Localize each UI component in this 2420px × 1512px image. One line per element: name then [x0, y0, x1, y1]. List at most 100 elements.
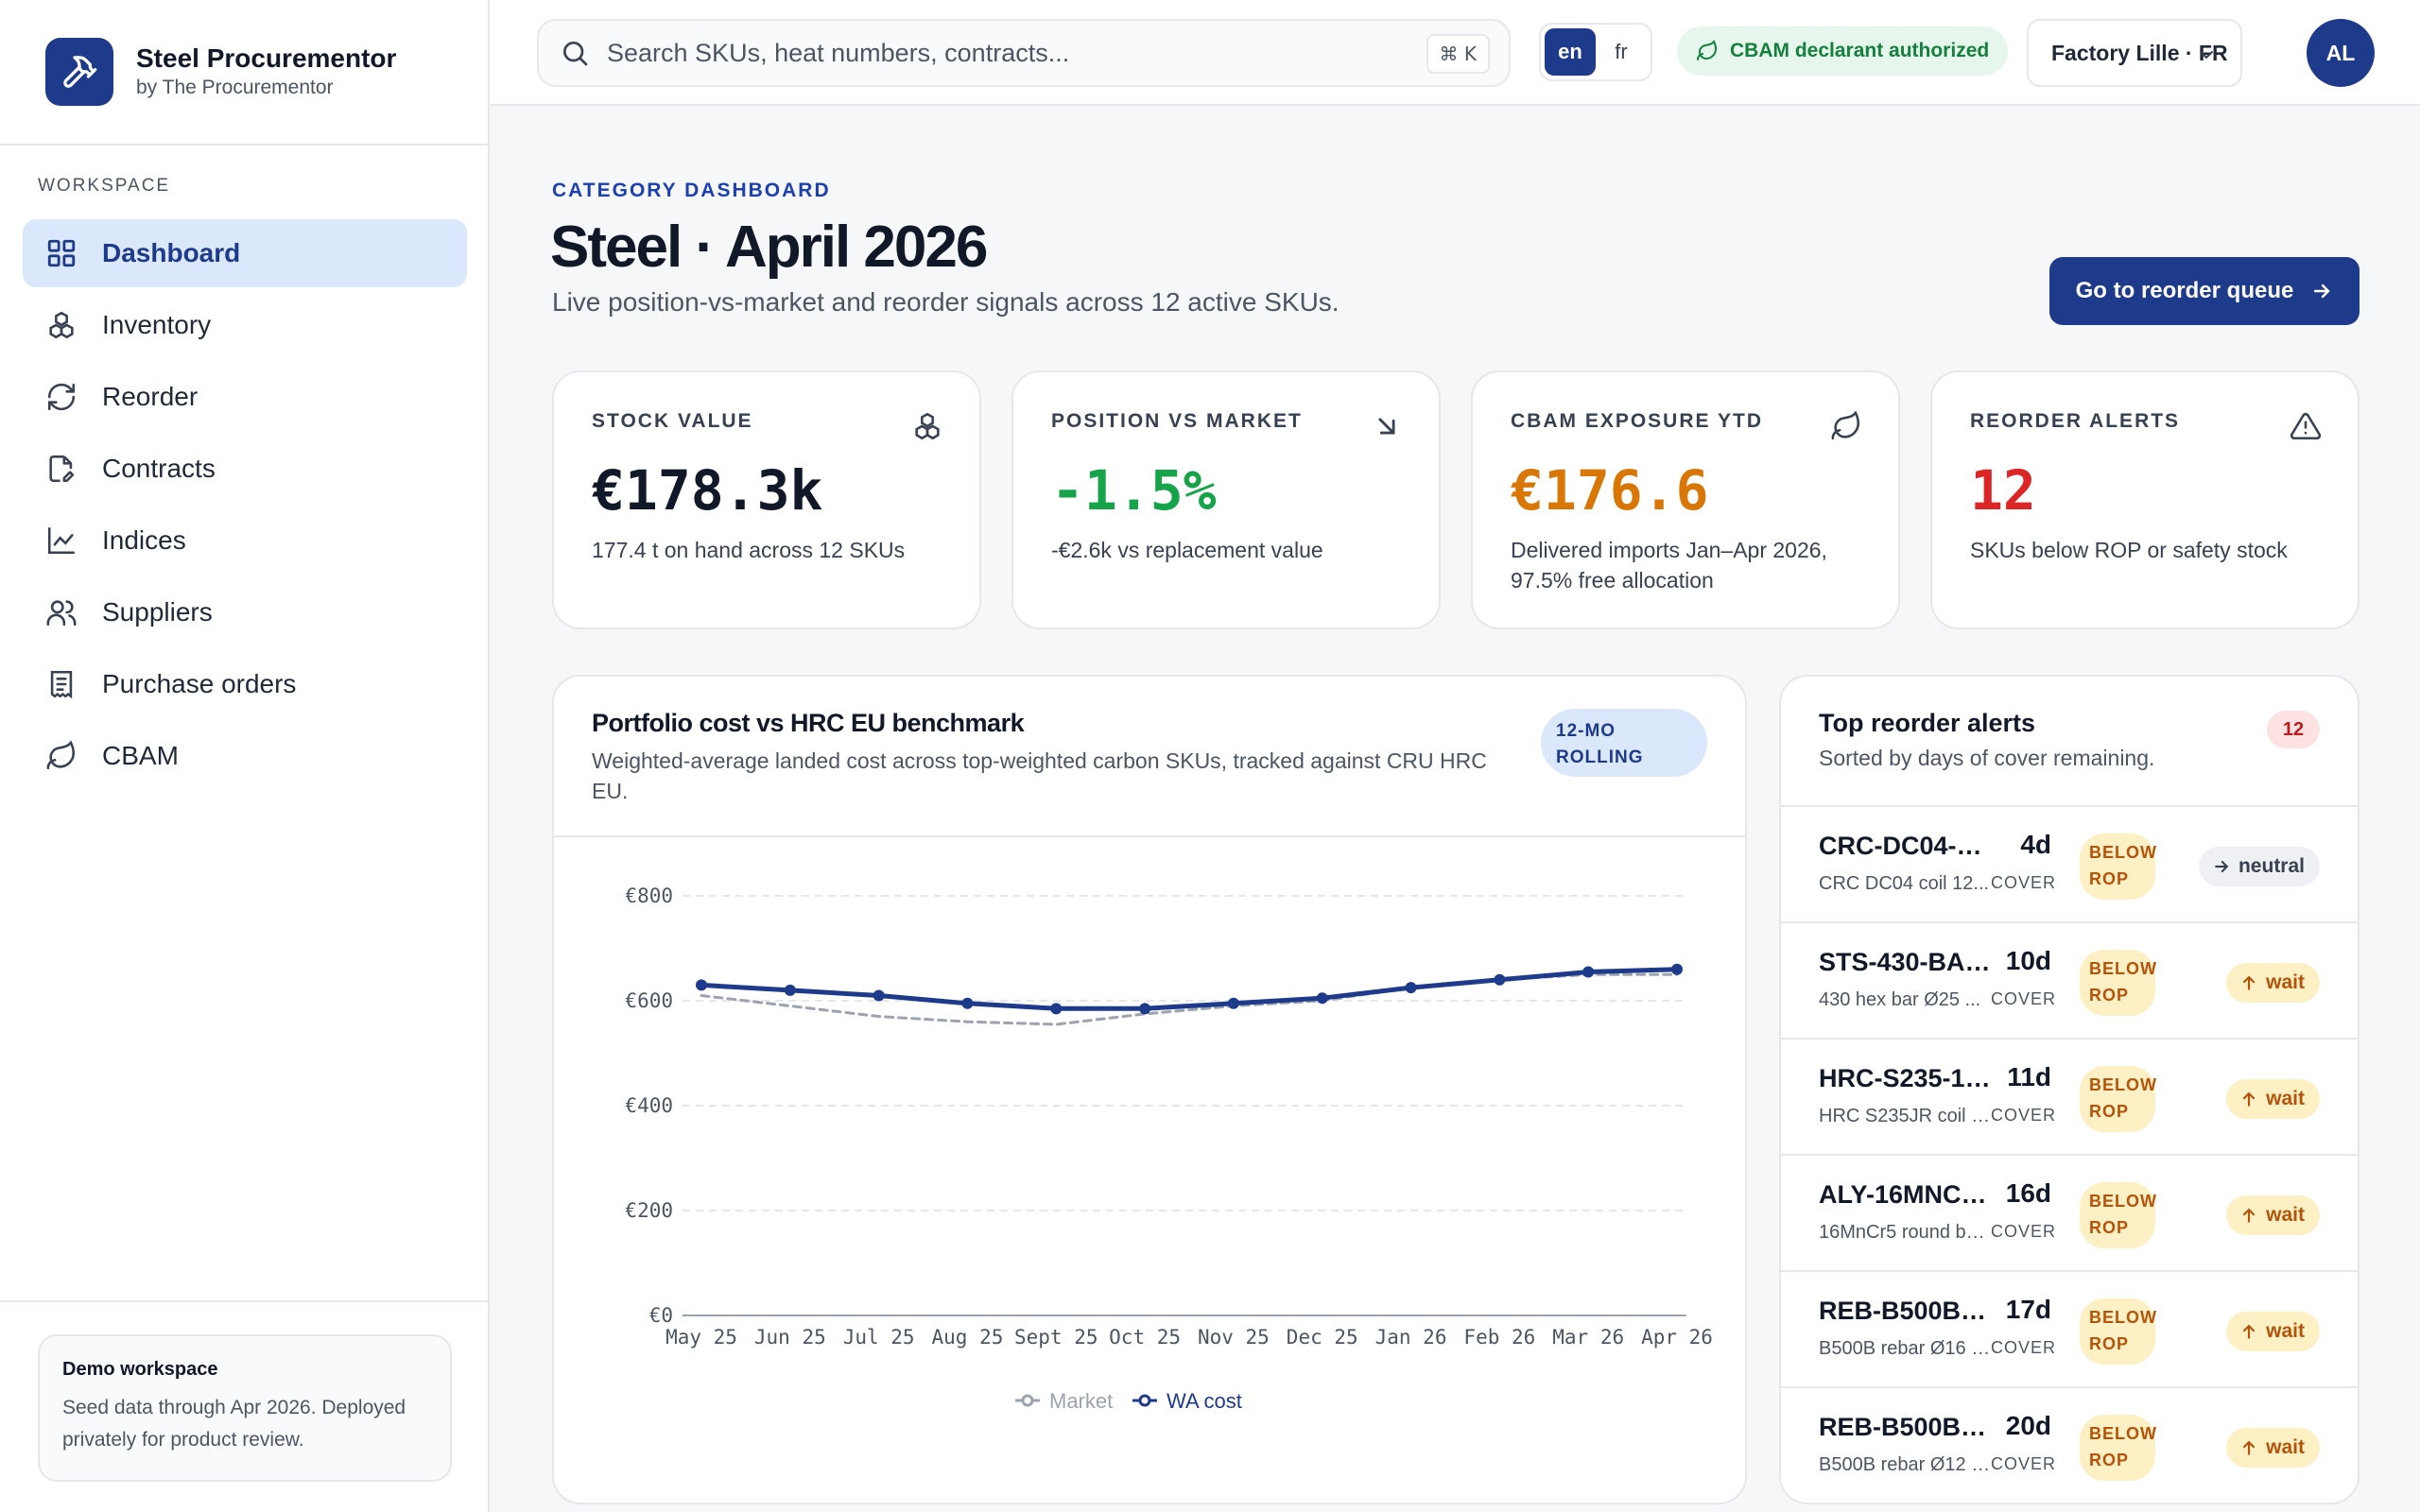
alerts-count-badge: 12	[2267, 711, 2320, 748]
boxes-icon	[915, 412, 940, 440]
topbar: Search SKUs, heat numbers, contracts... …	[490, 0, 2420, 106]
kpi-label: STOCK VALUE	[592, 410, 753, 432]
cbam-status-badge: CBAM declarant authorized	[1677, 26, 2009, 76]
alert-signal-label: wait	[2266, 1320, 2305, 1342]
alert-days-cover: 16d	[2005, 1178, 2051, 1208]
x-tick-label: Apr 26	[1641, 1326, 1713, 1349]
chart-period-pill: 12-MO ROLLING	[1541, 709, 1707, 777]
alert-signal-badge[interactable]: wait	[2226, 1312, 2320, 1351]
kpi-position-vs-market: POSITION VS MARKET -1.5% -€2.6k vs repla…	[1011, 370, 1441, 629]
lang-fr-button[interactable]: fr	[1615, 40, 1628, 63]
reorder-alerts-panel: Top reorder alerts Sorted by days of cov…	[1779, 675, 2360, 1504]
alert-sku: REB-B500B-Ø12	[1819, 1413, 1993, 1441]
sidebar-item-inventory[interactable]: Inventory	[23, 291, 467, 359]
alert-days-cover: 4d	[2020, 830, 2051, 859]
alert-status-badge: BELOW ROP	[2080, 1182, 2156, 1248]
alert-description: CRC DC04 coil 12...	[1819, 873, 1990, 894]
alert-row[interactable]: HRC-S235-1250... HRC S235JR coil 125... 11…	[1781, 1040, 2358, 1156]
data-point	[1494, 973, 1506, 986]
alert-row[interactable]: STS-430-BAR... 430 hex bar Ø25 ... 10d COVE…	[1781, 923, 2358, 1040]
alert-sku: ALY-16MNCR5-...	[1819, 1180, 1993, 1209]
alert-cover-label: COVER	[1991, 873, 2057, 892]
chevron-down-icon	[2200, 51, 2213, 60]
alert-days-cover: 20d	[2005, 1411, 2051, 1440]
alert-row[interactable]: REB-B500B-Ø16 B500B rebar Ø16 m... 17d COVE…	[1781, 1272, 2358, 1388]
kpi-stock-value: STOCK VALUE €178.3k 177.4 t on hand acro…	[552, 370, 981, 629]
alerts-header: Top reorder alerts Sorted by days of cov…	[1781, 677, 2358, 807]
alert-cover-label: COVER	[1991, 989, 2057, 1008]
arrow-down-right-icon	[1378, 418, 1395, 435]
data-point	[1582, 966, 1595, 978]
data-point	[1316, 992, 1328, 1005]
leaf-icon	[46, 740, 76, 770]
y-tick-label: €800	[625, 885, 673, 907]
sidebar-item-indices[interactable]: Indices	[23, 507, 467, 575]
alert-signal-badge[interactable]: wait	[2226, 1195, 2320, 1235]
arrow-up-icon	[2243, 975, 2256, 990]
legend-label-market[interactable]: Market	[1049, 1389, 1113, 1413]
line-chart: €0 €200 €400 €600 €800 May 25 Jun 25 Jul 25 Aug …	[625, 885, 1713, 1413]
sidebar-item-label: Contracts	[102, 454, 216, 483]
data-point	[1405, 982, 1417, 994]
arrow-up-icon	[2243, 1091, 2256, 1107]
sidebar-item-reorder[interactable]: Reorder	[23, 363, 467, 431]
alert-days-cover: 17d	[2005, 1295, 2051, 1324]
kpi-reorder-alerts: REORDER ALERTS 12 SKUs below ROP or safe…	[1930, 370, 2360, 629]
sidebar-item-cbam[interactable]: CBAM	[23, 722, 467, 790]
x-tick-label: Jul 25	[843, 1326, 915, 1349]
data-point	[696, 979, 707, 991]
demo-title: Demo workspace	[62, 1359, 218, 1380]
portfolio-chart-card: Portfolio cost vs HRC EU benchmark Weigh…	[552, 675, 1747, 1504]
sidebar-nav: Dashboard Inventory Reorder Contracts In…	[23, 219, 467, 794]
search-placeholder: Search SKUs, heat numbers, contracts...	[607, 38, 1070, 67]
alert-days-cover: 11d	[2007, 1062, 2051, 1091]
avatar[interactable]: AL	[2307, 19, 2375, 87]
kpi-value: €178.3k	[592, 458, 823, 523]
language-toggle: en fr	[1539, 23, 1652, 81]
data-point	[1139, 1003, 1151, 1015]
kpi-label: CBAM EXPOSURE YTD	[1511, 410, 1763, 432]
search-input[interactable]: Search SKUs, heat numbers, contracts... …	[537, 19, 1511, 87]
alert-signal-label: wait	[2266, 971, 2305, 993]
alerts-subtitle: Sorted by days of cover remaining.	[1819, 746, 2155, 770]
alert-status-badge: BELOW ROP	[2080, 1415, 2156, 1481]
alert-signal-label: wait	[2266, 1088, 2305, 1109]
brand[interactable]: Steel Procurementor by The Procurementor	[0, 0, 488, 146]
alert-signal-label: neutral	[2238, 855, 2305, 877]
factory-select[interactable]: Factory Lille · FR	[2027, 19, 2242, 87]
sidebar-item-label: Suppliers	[102, 597, 213, 627]
alert-days-cover: 10d	[2005, 946, 2051, 975]
x-tick-label: Jun 25	[754, 1326, 826, 1349]
lang-en-button[interactable]: en	[1545, 28, 1596, 76]
kpi-note: 177.4 t on hand across 12 SKUs	[592, 538, 906, 562]
arrow-up-icon	[2243, 1208, 2256, 1223]
alert-row[interactable]: ALY-16MNCR5-... 16MnCr5 round bar ... 16d C…	[1781, 1156, 2358, 1272]
leaf-icon	[1697, 40, 1718, 60]
kpi-label: POSITION VS MARKET	[1051, 410, 1303, 432]
sidebar-item-label: Reorder	[102, 382, 199, 411]
y-tick-label: €0	[649, 1304, 673, 1327]
alert-signal-badge[interactable]: wait	[2226, 1428, 2320, 1468]
arrow-up-icon	[2243, 1324, 2256, 1339]
reorder-queue-button[interactable]: Go to reorder queue	[2049, 257, 2360, 325]
sidebar-item-suppliers[interactable]: Suppliers	[23, 578, 467, 646]
y-tick-label: €400	[625, 1094, 673, 1117]
sidebar-item-label: CBAM	[102, 741, 179, 770]
alert-status-badge: BELOW ROP	[2080, 833, 2156, 900]
keyboard-shortcut: ⌘ K	[1426, 34, 1490, 74]
alert-signal-badge[interactable]: wait	[2226, 1079, 2320, 1119]
alert-sku: HRC-S235-1250...	[1819, 1064, 1993, 1092]
page-eyebrow: CATEGORY DASHBOARD	[552, 180, 831, 201]
leaf-icon	[1831, 410, 1860, 440]
sidebar-item-dashboard[interactable]: Dashboard	[23, 219, 467, 287]
alert-row[interactable]: CRC-DC04-12... CRC DC04 coil 12... 4d COVER…	[1781, 807, 2358, 923]
alert-row[interactable]: REB-B500B-Ø12 B500B rebar Ø12 m... 20d COVE…	[1781, 1388, 2358, 1503]
data-point	[784, 984, 796, 996]
legend-label-wa-cost[interactable]: WA cost	[1167, 1389, 1242, 1413]
alert-signal-badge[interactable]: wait	[2226, 963, 2320, 1003]
alert-status-badge: BELOW ROP	[2080, 1298, 2156, 1365]
alert-signal-badge[interactable]: neutral	[2198, 847, 2320, 886]
sidebar-item-purchase-orders[interactable]: Purchase orders	[23, 650, 467, 718]
x-tick-label: Sept 25	[1014, 1326, 1098, 1349]
sidebar-item-contracts[interactable]: Contracts	[23, 435, 467, 503]
